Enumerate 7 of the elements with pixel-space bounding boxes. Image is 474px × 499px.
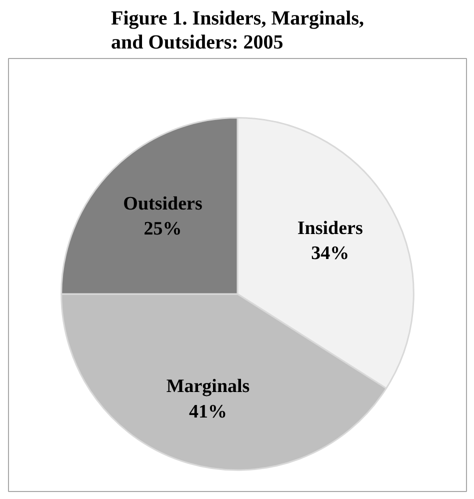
data-label: 25% [144,218,182,240]
data-label: 34% [311,243,350,264]
slice-label: Outsiders [123,193,202,214]
slice-label: Marginals [166,376,250,398]
chart-title: Figure 1. Insiders, Marginals, and Outsiders: 2005 [111,7,364,54]
slice-label: Insiders [297,218,363,239]
data-label: 41% [189,401,228,422]
